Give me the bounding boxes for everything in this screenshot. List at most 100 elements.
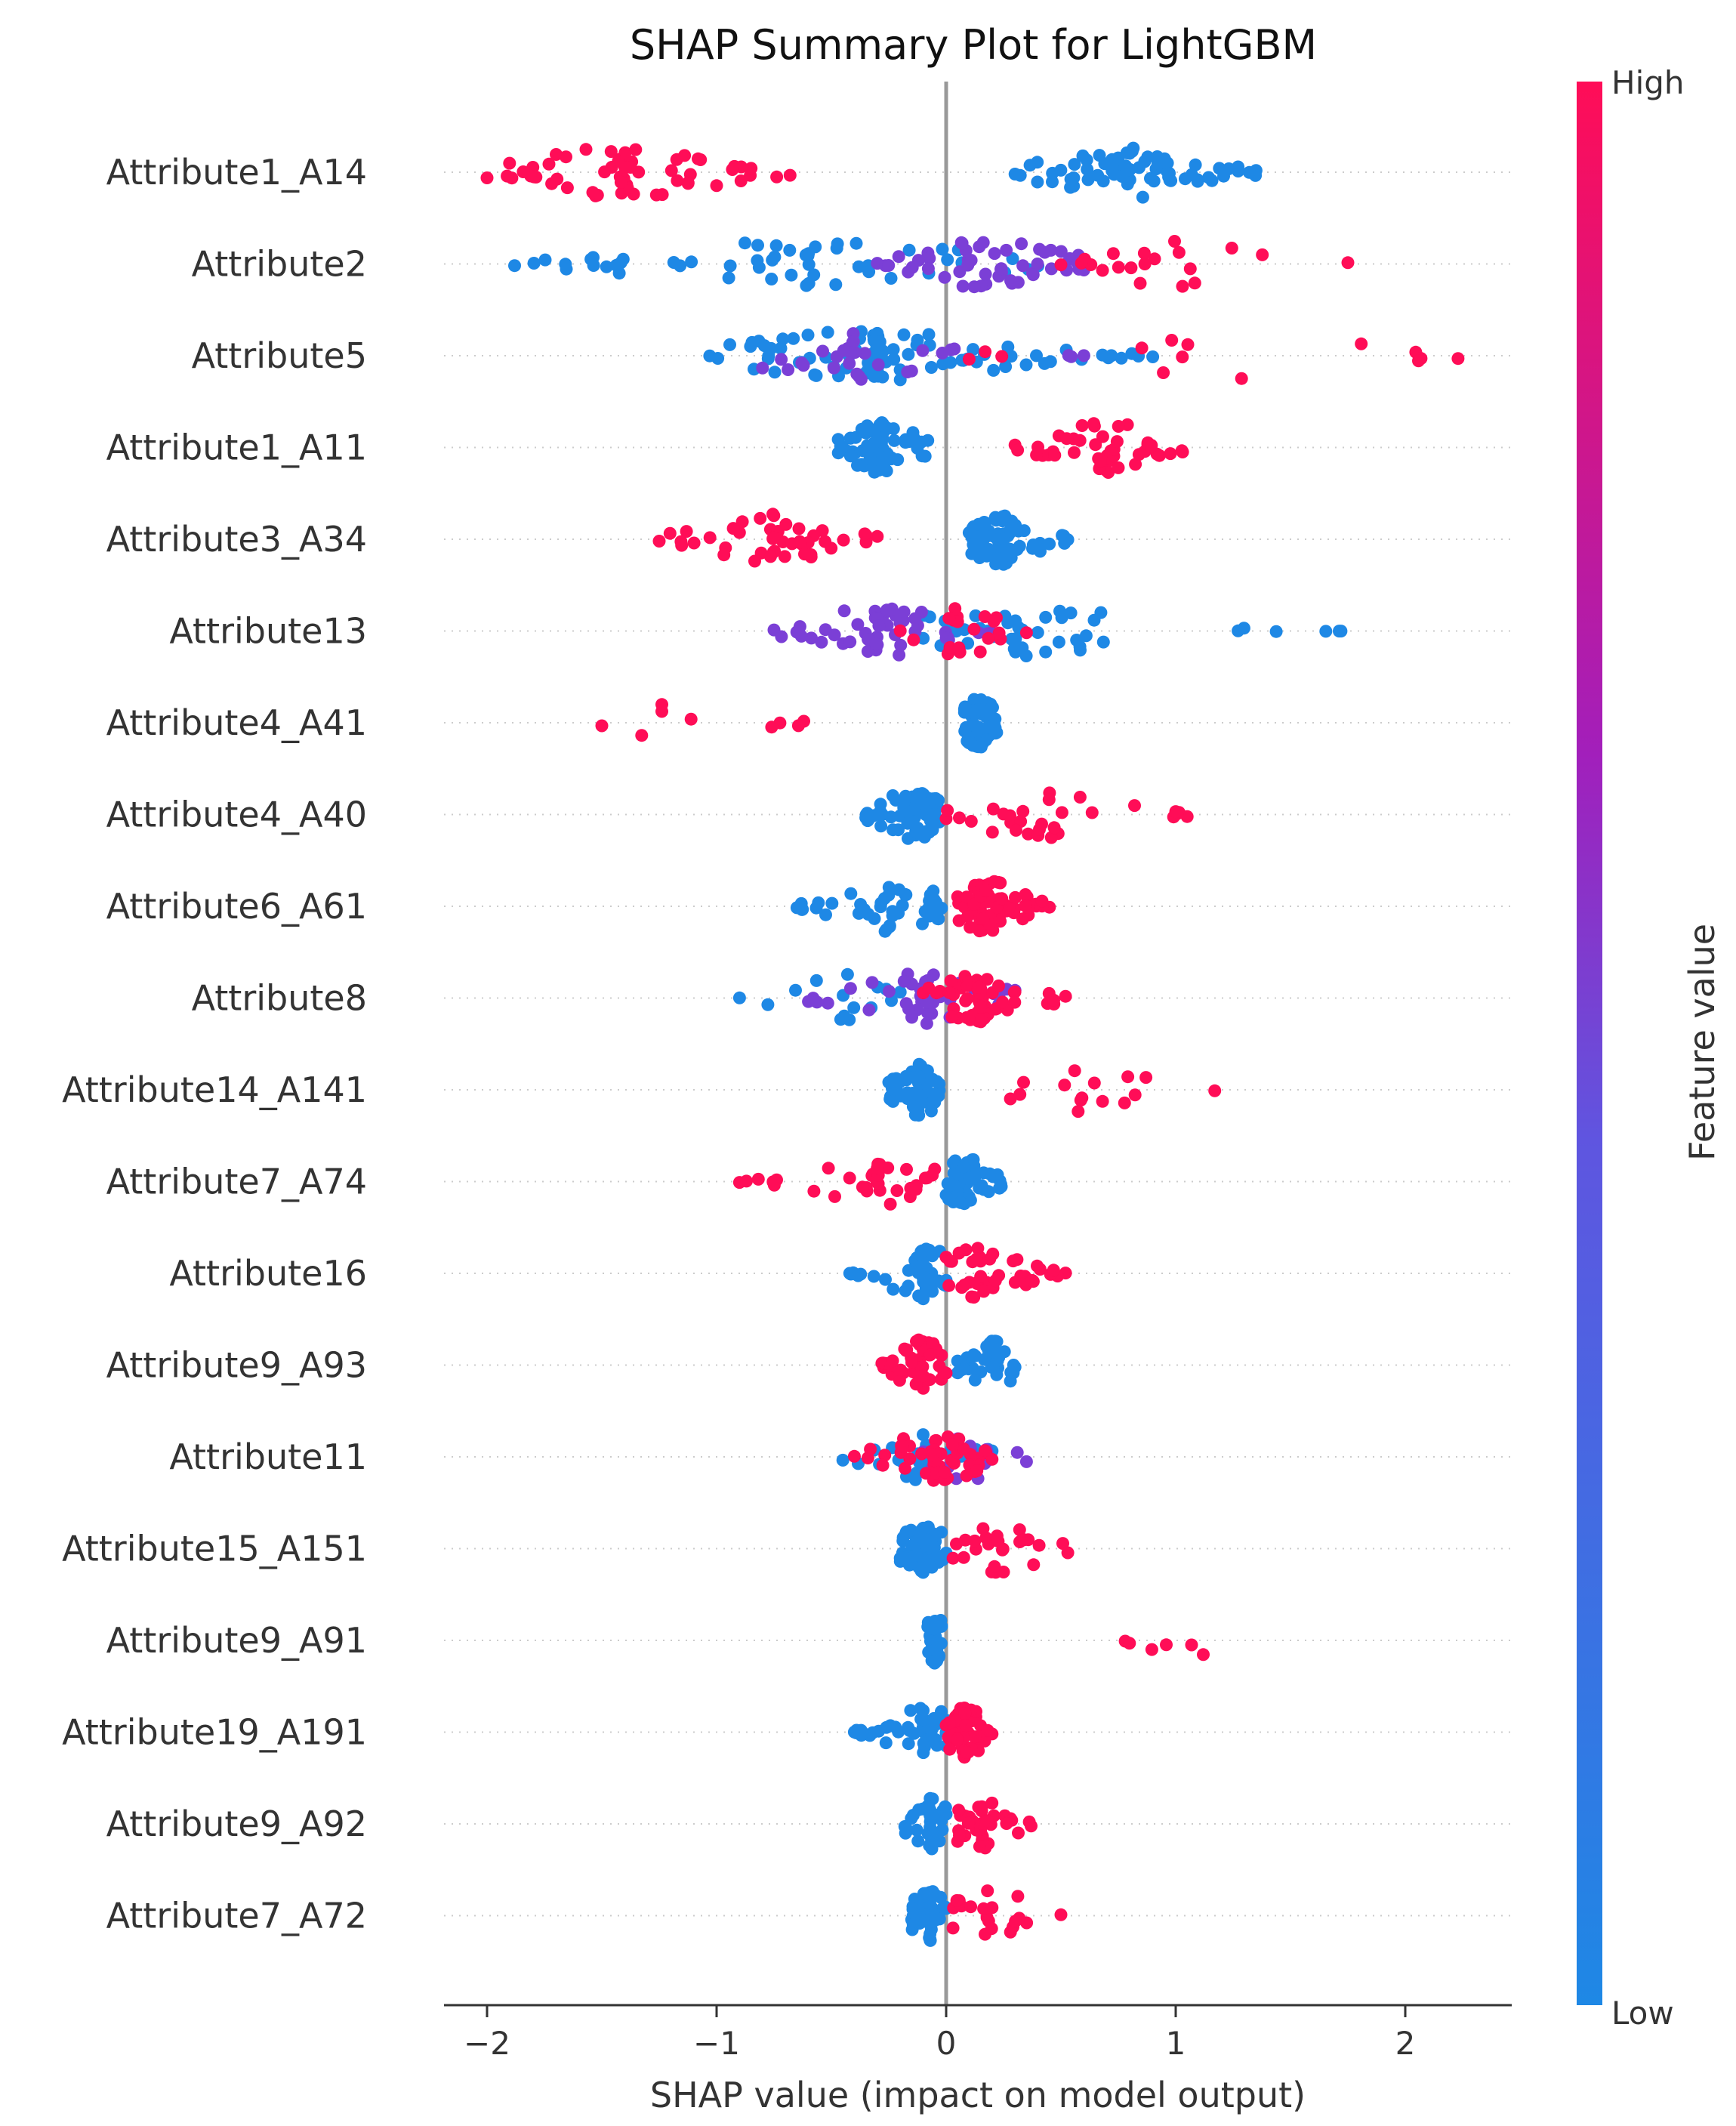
shap-point xyxy=(865,976,879,989)
feature-label: Attribute1_A14 xyxy=(106,152,367,193)
shap-point xyxy=(957,1551,970,1564)
shap-point xyxy=(752,335,766,348)
shap-point xyxy=(1032,1538,1046,1552)
shap-point xyxy=(965,1290,979,1304)
shap-point xyxy=(671,174,684,187)
shap-point xyxy=(821,996,834,1010)
shap-point xyxy=(922,1558,936,1572)
row-guides xyxy=(444,171,1512,1917)
shap-point xyxy=(933,1077,946,1091)
shap-point xyxy=(985,1796,999,1810)
shap-point xyxy=(734,174,748,187)
shap-point xyxy=(945,1438,959,1452)
shap-point xyxy=(681,177,695,190)
shap-point xyxy=(710,179,723,193)
shap-point xyxy=(958,1707,972,1720)
shap-point xyxy=(1048,449,1062,462)
shap-point xyxy=(1007,1254,1020,1268)
shap-point xyxy=(856,1180,869,1194)
shap-point xyxy=(933,903,945,917)
shap-point xyxy=(1181,338,1195,351)
shap-point xyxy=(961,979,974,992)
shap-points xyxy=(480,141,1465,1947)
shap-point xyxy=(816,524,829,538)
shap-point xyxy=(600,260,613,273)
shap-point xyxy=(1010,1446,1024,1459)
shap-point xyxy=(948,602,962,616)
shap-point xyxy=(816,344,829,358)
shap-point xyxy=(798,548,811,561)
shap-point xyxy=(904,1704,917,1717)
shap-point xyxy=(878,1449,892,1462)
shap-point xyxy=(889,1720,902,1734)
shap-point xyxy=(1120,164,1133,177)
shap-point xyxy=(1176,350,1189,364)
shap-point xyxy=(980,1814,994,1828)
shap-point xyxy=(882,881,896,894)
shap-point xyxy=(527,257,541,270)
shap-point xyxy=(1124,261,1138,275)
shap-point xyxy=(957,1362,971,1375)
shap-point xyxy=(979,267,992,281)
shap-point xyxy=(868,425,881,439)
shap-point xyxy=(943,640,957,654)
feature-label: Attribute4_A41 xyxy=(106,702,367,743)
shap-point xyxy=(897,795,911,808)
shap-point xyxy=(957,1442,970,1455)
shap-point xyxy=(847,1001,861,1014)
shap-point xyxy=(867,437,880,450)
shap-point xyxy=(911,1834,925,1848)
shap-point xyxy=(1015,237,1028,251)
shap-point xyxy=(1054,245,1068,258)
shap-point xyxy=(1025,1273,1039,1287)
shap-point xyxy=(763,550,777,563)
shap-point xyxy=(738,236,751,250)
shap-point xyxy=(815,635,828,649)
shap-point xyxy=(944,356,957,369)
shap-point xyxy=(1026,268,1040,282)
shap-point xyxy=(873,341,887,355)
shap-point xyxy=(1157,366,1170,379)
shap-point xyxy=(879,1736,893,1750)
shap-point xyxy=(968,1730,982,1744)
shap-point xyxy=(745,162,758,175)
shap-point xyxy=(1115,351,1128,365)
shap-point xyxy=(1044,243,1058,257)
shap-point xyxy=(674,259,687,273)
shap-point xyxy=(927,1622,940,1636)
shap-point xyxy=(967,1153,980,1166)
shap-point xyxy=(1062,349,1075,363)
shap-point xyxy=(1237,622,1250,635)
shap-point xyxy=(962,736,976,750)
shap-point xyxy=(1242,165,1256,179)
shap-point xyxy=(560,150,572,164)
shap-point xyxy=(876,1458,890,1472)
shap-point xyxy=(732,991,746,1004)
shap-point xyxy=(942,1193,955,1206)
shap-point xyxy=(988,247,1001,261)
shap-point xyxy=(1176,279,1189,293)
shap-point xyxy=(1139,1071,1153,1085)
shap-point xyxy=(951,1733,964,1746)
shap-point xyxy=(1008,1276,1022,1289)
shap-point xyxy=(756,361,769,375)
shap-point xyxy=(830,242,843,255)
feature-label: Attribute14_A141 xyxy=(62,1069,367,1110)
shap-point xyxy=(1079,629,1093,643)
shap-point xyxy=(938,1465,951,1479)
shap-point xyxy=(978,1353,991,1366)
shap-point xyxy=(909,1183,923,1196)
shap-point xyxy=(902,1737,915,1751)
shap-point xyxy=(991,532,1004,546)
shap-point xyxy=(874,819,888,833)
feature-label: Attribute9_A91 xyxy=(106,1620,367,1661)
shap-point xyxy=(1145,1643,1158,1656)
shap-point xyxy=(926,1285,939,1298)
shap-point xyxy=(986,1360,1000,1374)
shap-point xyxy=(1191,174,1204,188)
shap-point xyxy=(899,1826,912,1840)
shap-point xyxy=(858,347,871,360)
feature-label: Attribute9_A92 xyxy=(106,1804,367,1844)
shap-point xyxy=(890,1184,904,1197)
shap-point xyxy=(970,1464,984,1477)
